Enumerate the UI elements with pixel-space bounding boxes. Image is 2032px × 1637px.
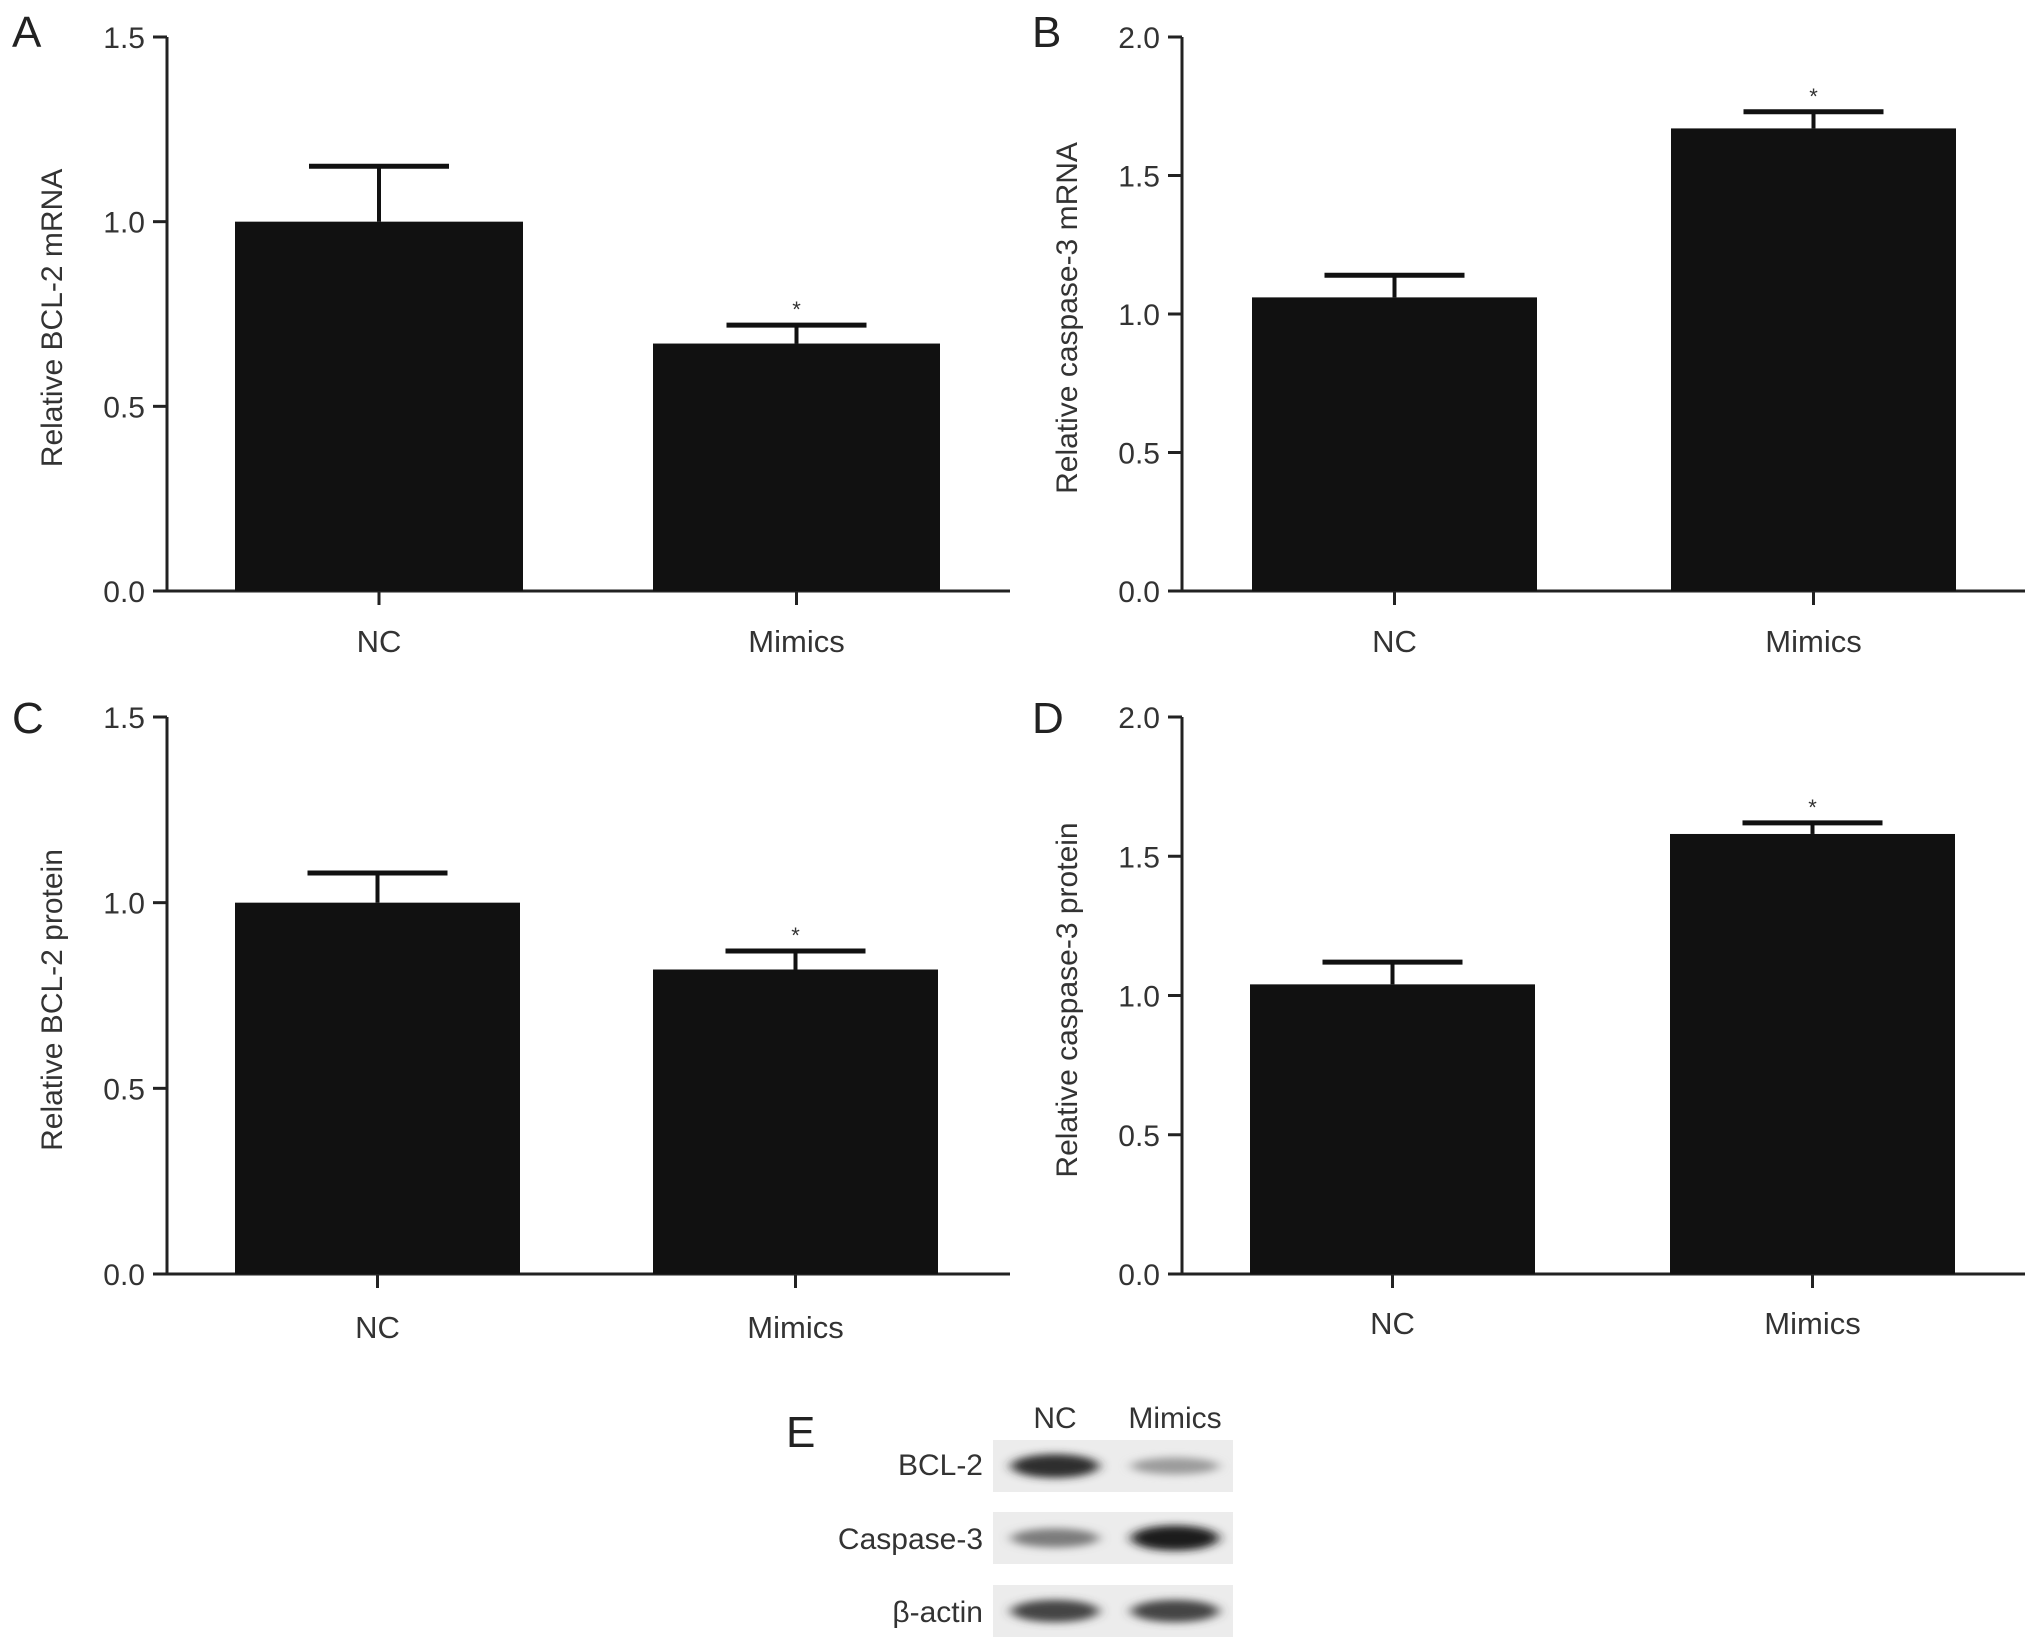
y-tick-label: 1.0 [103, 888, 145, 921]
y-axis-label: Relative caspase-3 protein [1051, 822, 1084, 1177]
significance-marker: * [792, 297, 801, 322]
bar [1671, 128, 1956, 591]
x-category-label: NC [355, 1310, 400, 1345]
bar [235, 221, 523, 591]
x-category-label: NC [357, 624, 402, 659]
chart-panel-a: A Relative BCL-2 mRNA 0.0 0.5 1.0 1.5 NC Mimi… [12, 8, 1010, 659]
y-tick-label: 1.5 [103, 22, 145, 55]
y-tick-label: 1.5 [1118, 161, 1160, 194]
panel-letter-a: A [12, 8, 42, 57]
panel-letter-b: B [1032, 8, 1061, 57]
y-tick-label: 0.0 [103, 1259, 145, 1292]
significance-marker: * [791, 923, 800, 948]
x-category-label: Mimics [1765, 624, 1861, 659]
bar [653, 969, 938, 1274]
y-tick-label: 1.5 [103, 702, 145, 735]
y-tick-label: 0.5 [103, 1073, 145, 1106]
blot-row-label-caspase3: Caspase-3 [838, 1523, 983, 1556]
blot-row-label-beta-actin: β-actin [892, 1596, 983, 1629]
y-tick-label: 0.0 [1118, 576, 1160, 609]
y-tick-label: 1.0 [1118, 299, 1160, 332]
panel-letter-e: E [786, 1408, 815, 1457]
significance-marker: * [1809, 84, 1818, 109]
blot-band [1131, 1525, 1219, 1551]
blot-row-label-bcl2: BCL-2 [898, 1449, 983, 1482]
y-axis-label: Relative BCL-2 mRNA [36, 169, 69, 467]
x-category-label: Mimics [748, 624, 844, 659]
chart-panel-d: D Relative caspase-3 protein 0.0 0.5 1.0 1.… [1032, 694, 2025, 1341]
panel-letter-d: D [1032, 694, 1064, 743]
x-category-label: NC [1370, 1306, 1415, 1341]
panel-letter-c: C [12, 694, 44, 743]
y-tick-label: 0.0 [1118, 1259, 1160, 1292]
chart-panel-c: C Relative BCL-2 protein 0.0 0.5 1.0 1.5 NC M… [12, 694, 1010, 1345]
y-tick-label: 1.0 [1118, 981, 1160, 1014]
y-tick-label: 2.0 [1118, 22, 1160, 55]
y-tick-label: 0.5 [1118, 1120, 1160, 1153]
y-tick-label: 1.0 [103, 207, 145, 240]
y-tick-label: 2.0 [1118, 702, 1160, 735]
blot-band [1131, 1457, 1219, 1475]
blot-band [1011, 1528, 1099, 1548]
chart-panel-b: B Relative caspase-3 mRNA 0.0 0.5 1.0 1.5 2.… [1032, 8, 2025, 659]
western-blot-panel: E NC Mimics BCL-2 Caspase-3 β-actin [786, 1402, 1233, 1637]
x-category-label: Mimics [1764, 1306, 1860, 1341]
y-tick-label: 0.0 [103, 576, 145, 609]
blot-strips [993, 1440, 1233, 1637]
bar [235, 902, 520, 1274]
bar [1670, 833, 1955, 1274]
blot-band [1011, 1599, 1099, 1623]
y-axis-label: Relative BCL-2 protein [36, 849, 69, 1151]
y-tick-label: 0.5 [103, 391, 145, 424]
bar [1250, 984, 1535, 1274]
x-category-label: Mimics [747, 1310, 843, 1345]
x-category-label: NC [1372, 624, 1417, 659]
significance-marker: * [1808, 795, 1817, 820]
y-tick-label: 1.5 [1118, 841, 1160, 874]
blot-lane-label-mimics: Mimics [1128, 1402, 1221, 1435]
y-axis-label: Relative caspase-3 mRNA [1051, 142, 1084, 494]
bar [1252, 297, 1537, 591]
blot-band [1011, 1454, 1099, 1478]
blot-band [1131, 1599, 1219, 1623]
bar [653, 343, 940, 591]
y-tick-label: 0.5 [1118, 438, 1160, 471]
blot-lane-label-nc: NC [1033, 1402, 1076, 1435]
